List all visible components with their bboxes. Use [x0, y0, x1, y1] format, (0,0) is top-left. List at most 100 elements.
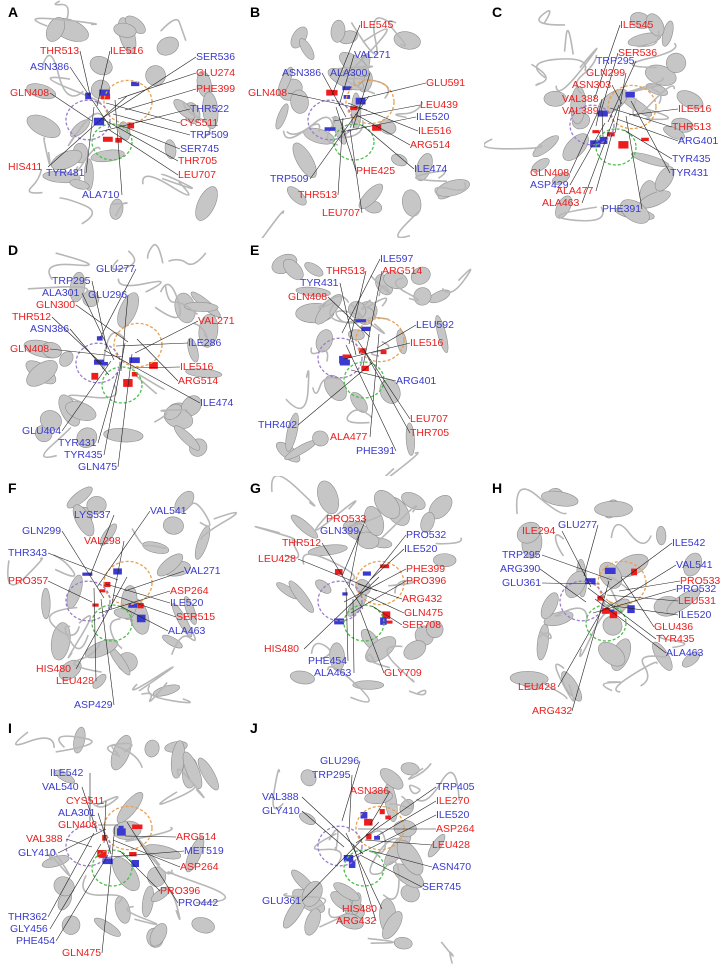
residue-label: GLN299 — [586, 67, 626, 79]
residue-label: LEU428 — [258, 553, 296, 565]
panel-letter: I — [8, 720, 12, 736]
helix-segment — [26, 83, 57, 100]
leader-line — [303, 576, 380, 650]
residue-label: ARG514 — [176, 831, 217, 843]
residue-label: LEU428 — [518, 681, 556, 693]
leader-line — [557, 609, 603, 688]
leader-line — [97, 812, 112, 855]
leader-line — [594, 598, 667, 654]
helix-segment — [364, 790, 393, 805]
residue-highlight — [91, 372, 99, 380]
loop-coil — [7, 557, 44, 586]
pocket-circle-green — [101, 366, 143, 404]
leader-line — [357, 583, 403, 600]
leader-line — [61, 530, 105, 599]
leader-line — [604, 564, 677, 610]
residue-highlight — [601, 607, 610, 614]
helix-segment — [382, 911, 403, 940]
residue-label: SER745 — [180, 143, 220, 155]
panel-h: H GLU277 ILE294 ILE542 VAL541 TRP295 PRO533 ARG… — [484, 476, 728, 717]
leader-line — [345, 832, 383, 910]
residue-highlight — [123, 379, 133, 387]
leader-line — [47, 95, 128, 168]
residue-highlight — [99, 589, 106, 593]
leader-line — [587, 587, 657, 640]
loop-coil — [414, 170, 447, 183]
loop-coil — [159, 783, 197, 805]
residue-label: LEU439 — [420, 99, 458, 111]
panel-b: B ILE545 VAL271 ASN386 ALA300 GLU591 GLN408 LEU… — [242, 0, 484, 238]
residue-label: ASP429 — [74, 699, 113, 711]
residue-highlight — [117, 828, 126, 836]
leader-line — [96, 50, 111, 107]
leader-line — [97, 371, 119, 444]
pocket-circle-purple — [317, 825, 363, 867]
leader-line — [287, 92, 368, 111]
panel-c: C ILE545 SER536 TRP295 GLN299 ASN303 ILE516 VAL… — [484, 0, 728, 238]
helix-segment — [50, 149, 83, 171]
loop-coil — [435, 537, 463, 545]
residue-label: ARG401 — [396, 375, 437, 387]
leader-line — [49, 348, 124, 358]
helix-segment — [598, 561, 623, 589]
residue-label: VAL271 — [354, 49, 391, 61]
residue-label: LEU428 — [432, 839, 470, 851]
residue-label: GLU436 — [654, 621, 694, 633]
leader-line — [75, 304, 129, 343]
helix-segment — [435, 315, 449, 353]
residue-highlight — [136, 614, 146, 623]
leader-line — [348, 774, 353, 833]
helix-segment — [197, 757, 219, 791]
residue-highlight — [93, 359, 105, 365]
leader-line — [119, 850, 161, 892]
leader-line — [541, 554, 613, 581]
loop-coil — [285, 370, 310, 410]
leader-line — [364, 839, 433, 846]
protein-cartoon — [254, 476, 463, 703]
leader-line — [354, 113, 411, 146]
loop-coil — [367, 316, 389, 335]
helix-segment — [174, 490, 195, 513]
loop-coil — [74, 146, 101, 175]
leader-line — [124, 88, 197, 111]
helix-segment — [114, 896, 131, 924]
residue-label: SER536 — [196, 51, 236, 63]
helix-segment — [39, 410, 62, 431]
loop-coil — [27, 286, 89, 295]
helix-segment — [292, 142, 317, 179]
leader-line — [348, 270, 367, 345]
residue-label: LEU592 — [416, 319, 454, 331]
protein-cartoon — [272, 760, 461, 964]
leader-line — [359, 609, 385, 674]
helix-segment — [358, 183, 384, 210]
residue-label: TRP295 — [52, 275, 91, 287]
residue-label: ALA710 — [82, 189, 120, 201]
helix-segment — [289, 670, 315, 685]
residue-label: ASN386 — [282, 67, 322, 79]
loop-coil — [645, 108, 670, 121]
residue-label: PRO357 — [8, 575, 49, 587]
residue-label: ARG432 — [402, 593, 443, 605]
helix-segment — [656, 526, 667, 546]
helix-segment — [410, 266, 431, 285]
loop-coil — [441, 268, 472, 294]
leader-line — [359, 82, 427, 100]
leader-line — [348, 530, 361, 588]
helix-segment — [681, 651, 701, 668]
leader-line — [369, 790, 391, 826]
residue-label: LYS537 — [74, 509, 111, 521]
loop-coil — [182, 102, 211, 140]
residue-highlight — [330, 90, 338, 96]
pocket-circle-purple — [65, 99, 111, 141]
residue-label: ILE516 — [410, 337, 444, 349]
residue-label: GLU361 — [502, 577, 542, 589]
helix-segment — [66, 486, 93, 509]
loop-coil — [28, 169, 43, 194]
residue-highlight — [334, 618, 344, 625]
helix-segment — [509, 671, 549, 687]
residue-label: GLY410 — [262, 805, 300, 817]
helix-segment — [402, 189, 422, 217]
residue-highlight — [348, 860, 356, 868]
helix-segment — [54, 769, 75, 784]
helix-segment — [516, 521, 541, 544]
